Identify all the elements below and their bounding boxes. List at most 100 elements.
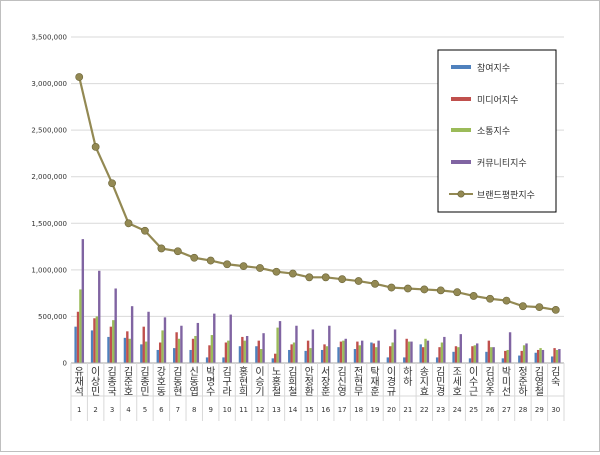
bar-4 — [229, 314, 232, 363]
legend-item-4: 커뮤니티지수 — [451, 158, 527, 169]
line-point — [256, 264, 264, 272]
bar-3 — [490, 347, 493, 363]
bar-2 — [274, 353, 277, 363]
bar-2 — [142, 326, 145, 363]
bar-2 — [93, 318, 96, 363]
y-axis: 0 500,000 1,000,000 1,500,000 2,000,000 2,500… — [31, 34, 67, 368]
bar-1 — [189, 349, 192, 363]
line-point — [338, 275, 347, 284]
bar-1 — [222, 357, 225, 363]
bar-4 — [262, 333, 265, 363]
bar-1 — [288, 349, 291, 363]
bar-1 — [435, 357, 439, 363]
line-point — [91, 143, 100, 151]
line-point — [403, 284, 412, 293]
bar-4 — [180, 325, 183, 363]
x-category-number: 14 — [288, 406, 297, 414]
bar-3 — [555, 349, 559, 363]
bar-2 — [158, 342, 162, 363]
line-point — [223, 260, 232, 269]
bar-1 — [403, 357, 406, 363]
bar-3 — [194, 335, 197, 363]
bar-3 — [177, 338, 181, 363]
bar-3 — [95, 316, 99, 363]
y-tick-label: 2,500,000 — [31, 127, 67, 135]
line-point — [108, 179, 116, 188]
bar-3 — [539, 348, 542, 363]
x-category-number: 21 — [403, 406, 412, 414]
bar-2 — [520, 350, 523, 363]
x-category-number: 27 — [502, 406, 511, 414]
line-point — [173, 247, 182, 256]
bar-2 — [257, 340, 260, 363]
x-category-number: 28 — [518, 406, 527, 414]
bar-1 — [386, 357, 390, 363]
bar-1 — [485, 351, 488, 363]
bar-1 — [107, 336, 110, 363]
bar-4 — [476, 343, 479, 363]
bar-1 — [140, 344, 143, 363]
bar-2 — [323, 344, 326, 363]
x-category-number: 10 — [223, 406, 232, 414]
line-layer — [75, 73, 560, 314]
bar-3 — [522, 345, 526, 363]
bar-2 — [504, 350, 507, 363]
y-tick-label: 1,500,000 — [31, 220, 67, 228]
line-point — [157, 244, 166, 253]
bar-3 — [358, 345, 361, 363]
bar-1 — [501, 358, 505, 363]
line-point — [551, 306, 560, 314]
bar-4 — [426, 340, 430, 363]
x-category-number: 13 — [272, 406, 281, 414]
x-category-number: 23 — [436, 406, 445, 414]
legend-label-3: 소통지수 — [477, 126, 510, 137]
bar-3 — [227, 340, 230, 363]
bar-3 — [457, 347, 460, 363]
bar-1 — [156, 349, 159, 363]
x-category-number: 3 — [110, 406, 114, 414]
x-category-number: 9 — [208, 406, 212, 414]
y-tick-label: 0 — [63, 360, 67, 368]
line-point — [486, 294, 494, 303]
line-point — [387, 283, 396, 292]
bar-4 — [360, 340, 364, 363]
bar-1 — [74, 326, 77, 363]
x-category-number: 30 — [551, 406, 560, 414]
line-point — [321, 273, 330, 282]
bar-4 — [245, 335, 249, 363]
bar-2 — [241, 336, 244, 363]
line-point — [206, 256, 215, 265]
legend-label-2: 미디어지수 — [477, 95, 518, 106]
bar-3 — [342, 340, 345, 363]
bar-4 — [558, 349, 561, 363]
x-category-number: 22 — [420, 406, 429, 414]
x-category-number: 25 — [469, 406, 478, 414]
bar-3 — [325, 346, 329, 363]
x-category-number: 11 — [239, 406, 248, 414]
bar-1 — [123, 337, 127, 363]
legend-swatch-1 — [451, 65, 471, 69]
bar-2 — [356, 341, 359, 363]
legend-marker-5 — [457, 190, 465, 198]
x-axis: 유 재 석 이 상 민 김 종 국 김 준 호 김 종 민 강 호 동 김 동 현 신 동 엽 박 명 수 김 구 라 홍 현 희 이 승 기 노 홍 철 김… — [70, 362, 565, 421]
x-category-number: 18 — [354, 406, 363, 414]
bar-2 — [553, 348, 556, 363]
bar-4 — [311, 329, 315, 363]
bar-3 — [144, 341, 148, 363]
